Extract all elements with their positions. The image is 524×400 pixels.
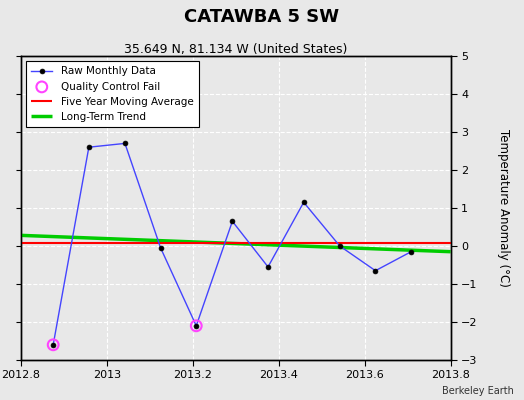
Line: Raw Monthly Data: Raw Monthly Data	[51, 141, 413, 347]
Text: CATAWBA 5 SW: CATAWBA 5 SW	[184, 8, 340, 26]
Legend: Raw Monthly Data, Quality Control Fail, Five Year Moving Average, Long-Term Tren: Raw Monthly Data, Quality Control Fail, …	[26, 61, 199, 127]
Raw Monthly Data	[158, 246, 164, 250]
Raw Monthly Data	[301, 200, 307, 205]
Raw Monthly Data	[229, 219, 235, 224]
Text: Berkeley Earth: Berkeley Earth	[442, 386, 514, 396]
Title: 35.649 N, 81.134 W (United States): 35.649 N, 81.134 W (United States)	[124, 43, 347, 56]
Raw Monthly Data	[408, 249, 414, 254]
Raw Monthly Data	[372, 268, 378, 273]
Raw Monthly Data	[86, 145, 92, 150]
Raw Monthly Data	[122, 141, 128, 146]
Raw Monthly Data	[265, 264, 271, 269]
Y-axis label: Temperature Anomaly (°C): Temperature Anomaly (°C)	[497, 129, 510, 287]
Quality Control Fail	[192, 322, 201, 329]
Raw Monthly Data	[50, 342, 56, 347]
Quality Control Fail	[49, 342, 57, 348]
Raw Monthly Data	[336, 244, 343, 248]
Raw Monthly Data	[193, 323, 200, 328]
